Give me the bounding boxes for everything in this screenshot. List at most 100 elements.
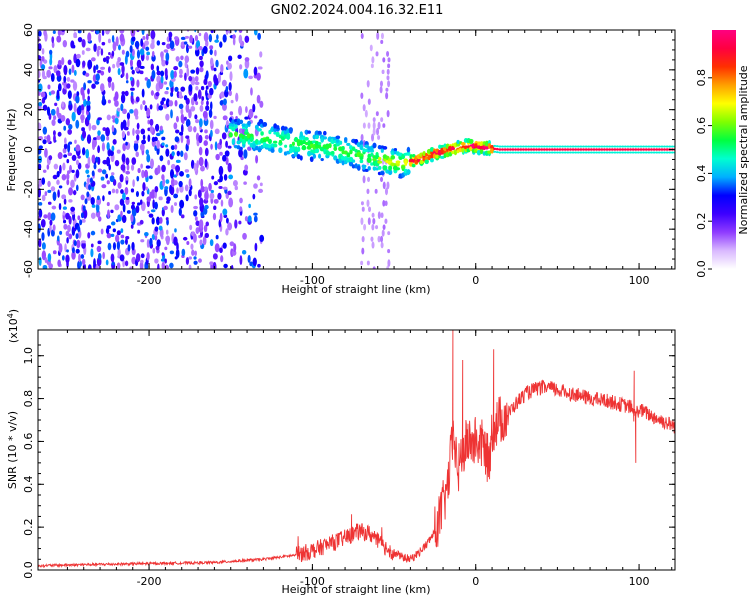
heatmap-cell-908	[198, 134, 203, 144]
heatmap-cell-575	[140, 128, 146, 135]
heatmap-cell-823	[186, 137, 190, 146]
heatmap-cell-399	[110, 221, 116, 226]
heatmap-cell-1547	[377, 165, 382, 170]
heatmap-cell-309	[92, 137, 97, 148]
heatmap-cell-117	[56, 106, 60, 117]
heatmap-cell-1882	[595, 148, 599, 151]
heatmap-cell-1004	[219, 212, 223, 223]
heatmap-cell-1527	[366, 157, 372, 164]
heatmap-cell-1190	[371, 133, 375, 142]
colorbar-ticks: 0.0 0.2 0.4 0.6 0.8	[695, 69, 712, 278]
heatmap-cell-1940	[644, 145, 648, 148]
spectrogram-y-tick-label: 40	[22, 63, 35, 77]
heatmap-cell-364	[100, 26, 103, 30]
heatmap-cell-1440	[323, 130, 327, 136]
heatmap-cell-23	[38, 43, 42, 51]
heatmap-cell-554	[134, 66, 140, 72]
heatmap-cell-389	[108, 52, 111, 56]
heatmap-cell-584	[140, 38, 144, 47]
heatmap-cell-563	[140, 239, 145, 243]
heatmap-cell-1787	[511, 145, 515, 148]
heatmap-cell-1140	[253, 66, 258, 76]
heatmap-cell-1490	[349, 149, 353, 155]
heatmap-cell-868	[194, 216, 198, 221]
heatmap-cell-742	[170, 177, 175, 188]
heatmap-cell-866	[195, 227, 200, 235]
heatmap-cell-999	[220, 255, 224, 263]
heatmap-cell-1949	[652, 145, 656, 148]
heatmap-cell-837	[184, 35, 190, 39]
heatmap-cell-143	[60, 115, 66, 122]
heatmap-cell-597	[145, 186, 149, 191]
heatmap-cell-1237	[386, 110, 390, 118]
heatmap-cell-1133	[253, 183, 258, 189]
heatmap-cell-1095	[237, 54, 242, 60]
heatmap-cell-539	[135, 191, 139, 197]
heatmap-cell-1786	[511, 148, 515, 151]
heatmap-cell-1806	[527, 151, 531, 154]
heatmap-cell-1859	[574, 145, 578, 148]
heatmap-cell-245	[81, 240, 86, 244]
heatmap-cell-1826	[545, 145, 549, 148]
heatmap-cell-1774	[501, 148, 505, 151]
heatmap-cell-1816	[537, 148, 541, 151]
heatmap-cell-219	[76, 239, 81, 249]
heatmap-cell-322	[97, 240, 102, 245]
heatmap-cell-83	[52, 191, 57, 202]
heatmap-cell-1094	[239, 64, 243, 70]
heatmap-cell-229	[75, 144, 81, 152]
heatmap-cell-1259	[71, 247, 75, 254]
heatmap-cell-1144	[259, 234, 265, 243]
heatmap-cell-39	[44, 136, 48, 140]
heatmap-cell-1556	[382, 165, 387, 170]
heatmap-cell-646	[154, 258, 159, 264]
heatmap-cell-1170	[360, 32, 364, 39]
heatmap-cell-1353	[275, 131, 280, 136]
heatmap-cell-1886	[597, 145, 601, 148]
heatmap-cell-30	[41, 232, 45, 241]
heatmap-cell-1888	[600, 148, 604, 151]
heatmap-cell-1819	[540, 148, 544, 151]
heatmap-cell-958	[209, 192, 215, 200]
heatmap-cell-1813	[534, 148, 538, 151]
heatmap-cell-849	[190, 159, 195, 169]
heatmap-cell-340	[97, 45, 101, 51]
heatmap-cell-336	[95, 73, 100, 81]
heatmap-cell-1582	[395, 167, 401, 171]
heatmap-cell-1870	[584, 148, 588, 151]
heatmap-cell-629	[150, 158, 154, 169]
heatmap-cell-62	[47, 180, 51, 188]
heatmap-cell-633	[149, 125, 154, 134]
heatmap-cell-972	[209, 57, 214, 67]
heatmap-cell-1785	[508, 151, 512, 154]
heatmap-cell-414	[111, 81, 115, 92]
heatmap-cell-86	[53, 163, 59, 170]
heatmap-cell-120	[57, 83, 62, 92]
heatmap-cell-417	[111, 50, 115, 57]
heatmap-cell-55	[47, 253, 52, 262]
heatmap-cell-1120	[247, 146, 252, 151]
heatmap-cell-906	[198, 156, 204, 167]
heatmap-cell-1850	[566, 145, 570, 148]
heatmap-cell-106	[59, 230, 63, 235]
heatmap-cell-1252	[84, 198, 88, 205]
heatmap-cell-768	[173, 174, 178, 178]
heatmap-cell-570	[140, 163, 144, 169]
heatmap-cell-105	[56, 235, 60, 242]
heatmap-cell-60	[47, 201, 52, 205]
heatmap-cell-1773	[498, 151, 502, 154]
heatmap-cell-46	[41, 69, 46, 79]
heatmap-cell-379	[106, 142, 110, 151]
heatmap-cell-852	[190, 105, 196, 112]
heatmap-cell-729	[164, 67, 168, 78]
heatmap-cell-865	[192, 233, 197, 243]
heatmap-cell-1912	[621, 148, 625, 151]
heatmap-cell-223	[75, 184, 79, 192]
heatmap-cell-907	[198, 146, 203, 156]
heatmap-cell-67	[46, 134, 51, 144]
heatmap-cell-538	[137, 202, 141, 206]
heatmap-cell-1152	[256, 72, 261, 81]
heatmap-cell-718	[165, 179, 170, 184]
heatmap-cell-1426	[314, 148, 320, 154]
heatmap-cell-901	[199, 197, 204, 207]
